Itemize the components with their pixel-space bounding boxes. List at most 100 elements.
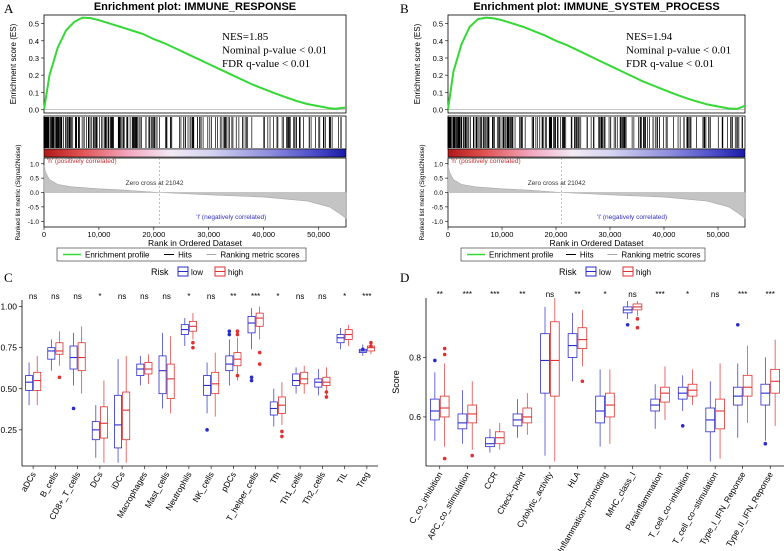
outlier-high (235, 332, 240, 337)
legend-label-high: high (228, 268, 243, 277)
outlier-low (249, 375, 254, 380)
metric-ytick-label: -0.5 (432, 204, 444, 211)
es-ytick-label: 0.2 (433, 71, 443, 80)
ytick-label: 0.6 (409, 412, 421, 422)
legend-label-metric: Ranking metric scores (621, 251, 700, 260)
es-ytick-label: 0.1 (29, 88, 39, 97)
significance-label: ** (574, 290, 580, 299)
xtick-label: 40,000 (653, 230, 676, 239)
outlier-high (191, 345, 195, 350)
significance-label: ns (296, 292, 304, 301)
panel-label-C: C (4, 270, 13, 285)
xtick-label: aDCs (19, 470, 38, 493)
outlier-low (625, 322, 630, 327)
box-high (122, 391, 131, 441)
box-low (47, 347, 56, 360)
xtick-label: 30,000 (599, 230, 622, 239)
rank-gradient-bar (447, 148, 746, 158)
metric-ytick-label: 0.0 (30, 190, 39, 197)
outlier-high (442, 352, 447, 357)
outlier-high (635, 317, 640, 321)
outlier-high (442, 456, 447, 461)
box-high (255, 312, 264, 327)
outlier-high (235, 373, 240, 378)
significance-label: ns (51, 292, 59, 301)
panel-label-D: D (400, 270, 409, 285)
zero-cross-label: Zero cross at 21042 (528, 180, 586, 187)
outlier-high (369, 344, 373, 348)
ytick-label: 1.00 (0, 302, 17, 312)
stats-text: Nominal p-value < 0.01 (626, 45, 731, 57)
outlier-low (227, 329, 232, 334)
outlier-high (324, 390, 329, 394)
stats-text: FDR q-value < 0.01 (222, 58, 310, 70)
es-ytick-label: 0.4 (433, 37, 443, 46)
xtick-label: 10,000 (87, 230, 110, 239)
xtick-label: B_cells (38, 470, 60, 499)
ytick-label: 0.8 (409, 352, 421, 362)
stats-text: Nominal p-value < 0.01 (222, 45, 327, 57)
significance-label: * (686, 290, 689, 299)
box-high (144, 362, 153, 375)
es-ylabel: Enrichment score (ES) (9, 23, 18, 104)
box-high (742, 374, 753, 397)
xtick-label: CCR (482, 470, 500, 491)
ytick-label: 0.75 (0, 343, 17, 353)
significance-label: ** (437, 290, 443, 299)
significance-label: * (98, 292, 101, 301)
significance-label: ** (519, 290, 525, 299)
significance-label: *** (362, 292, 371, 301)
es-ytick-label: 0.1 (433, 88, 443, 97)
outlier-low (735, 322, 740, 327)
legend-label-hits: Hits (580, 251, 594, 260)
metric-area (43, 165, 347, 220)
metric-area (447, 165, 746, 220)
legend-title: Risk (559, 267, 577, 277)
outlier-low (763, 441, 768, 446)
es-ytick-label: 0.3 (29, 54, 39, 63)
metric-ytick-label: 0.5 (30, 176, 39, 183)
es-frame (43, 14, 347, 114)
xtick-label: Treg (354, 470, 371, 490)
x-axis-label: Rank in Ordered Dataset (549, 238, 644, 248)
outlier-low (361, 347, 365, 352)
metric-ytick-label: -1.0 (28, 219, 40, 226)
significance-label: ns (140, 292, 148, 301)
significance-label: ns (29, 292, 37, 301)
box-high (550, 321, 560, 397)
es-curve (447, 16, 746, 110)
box-low (91, 421, 100, 441)
significance-label: ns (207, 292, 215, 301)
outlier-high (470, 453, 475, 458)
negative-label: 'l' (negatively correlated) (597, 214, 667, 221)
metric-ytick-label: 1.0 (434, 161, 443, 168)
outlier-high (635, 325, 640, 330)
metric-ylabel: Ranked list metric (Signal2Noise) (419, 144, 426, 240)
legend-title: Risk (151, 267, 169, 277)
xtick-label: HLA (565, 470, 582, 490)
gsea-panel-B: B Enrichment plot: IMMUNE_SYSTEM_PROCESS 0… (400, 1, 746, 262)
xtick-label: TIL (335, 470, 350, 486)
xtick-label: 20,000 (142, 230, 165, 239)
legend-label-hits: Hits (178, 251, 192, 260)
xtick-label: 0 (446, 230, 450, 239)
boxplot-panel-C: C Risk low high 1.00 0.75 0.50 0.25 aDCs ns B_cell… (0, 266, 378, 523)
legend-label-low: low (191, 268, 203, 277)
gsea-title: Enrichment plot: IMMUNE_RESPONSE (94, 1, 296, 13)
box-high (300, 371, 309, 385)
gsea-legend-box (460, 247, 706, 262)
outlier-high (257, 350, 262, 355)
box-high (660, 386, 670, 403)
gsea-title: Enrichment plot: IMMUNE_SYSTEM_PROCESS (473, 1, 719, 13)
outlier-high (257, 362, 262, 366)
significance-label: *** (463, 290, 472, 299)
es-curve (43, 16, 347, 110)
panel-label-A: A (4, 1, 14, 16)
xtick-label: 20,000 (545, 230, 568, 239)
ytick-label: 0.50 (0, 384, 17, 394)
significance-label: ns (318, 292, 326, 301)
es-ylabel: Enrichment score (ES) (413, 23, 422, 104)
gsea-panel-A: A Enrichment plot: IMMUNE_RESPONSE 0.5 0.4 0… (4, 1, 347, 262)
x-axis-label: Rank in Ordered Dataset (148, 238, 243, 248)
significance-label: *** (738, 290, 747, 299)
